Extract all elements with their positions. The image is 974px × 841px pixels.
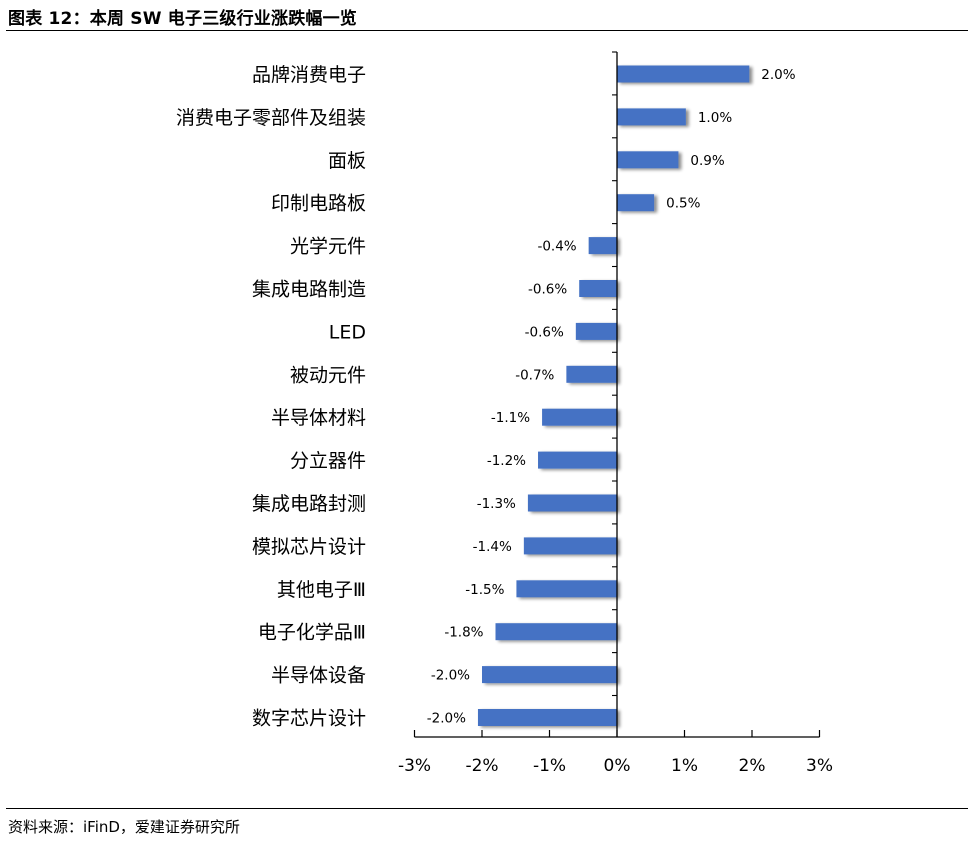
x-tick-label-6: 2% (739, 756, 766, 776)
bar-11 (527, 494, 617, 512)
value-label-15: -2.0% (431, 668, 470, 684)
value-label-13: -1.5% (465, 582, 504, 598)
bar-8 (566, 365, 617, 383)
bar-16 (477, 709, 617, 726)
value-label-10: -1.2% (487, 453, 526, 469)
category-label-11: 集成电路封测 (252, 493, 366, 515)
value-label-6: -0.6% (528, 282, 567, 298)
bar-4 (617, 194, 655, 212)
bar-5 (588, 237, 617, 255)
x-tick-label-4: 0% (604, 756, 631, 776)
bar-15 (482, 666, 617, 684)
chart-title: 图表 12：本周 SW 电子三级行业涨跌幅一览 (8, 9, 358, 29)
value-label-5: -0.4% (537, 239, 576, 255)
value-label-16: -2.0% (427, 711, 466, 727)
value-label-1: 2.0% (761, 67, 795, 83)
category-label-10: 分立器件 (290, 450, 366, 472)
axis-layer: -3% -2% -1% 0% 1% 2% 3% (398, 51, 833, 776)
category-label-6: 集成电路制造 (252, 279, 366, 301)
x-tick-label-3: -1% (533, 756, 566, 776)
bar-14 (495, 623, 617, 641)
category-label-9: 半导体材料 (271, 407, 366, 429)
value-label-12: -1.4% (473, 539, 512, 555)
bar-10 (538, 451, 617, 469)
bar-chart: 品牌消费电子 2.0% 消费电子零部件及组装 1.0% 面板 0.9% 印制电路板 0.5% 光… (176, 51, 833, 776)
bar-6 (579, 280, 617, 297)
bars-layer: 品牌消费电子 2.0% 消费电子零部件及组装 1.0% 面板 0.9% 印制电路板 0.5% 光… (176, 64, 796, 730)
x-tick-label-7: 3% (806, 756, 833, 776)
category-label-2: 消费电子零部件及组装 (176, 107, 366, 129)
x-tick-label-1: -3% (398, 756, 431, 776)
top-rule (6, 30, 968, 31)
value-label-3: 0.9% (690, 153, 724, 169)
bar-2 (617, 108, 686, 126)
category-label-15: 半导体设备 (271, 665, 366, 687)
value-label-4: 0.5% (666, 196, 700, 212)
value-label-9: -1.1% (491, 410, 530, 426)
value-label-2: 1.0% (698, 110, 732, 126)
category-label-4: 印制电路板 (271, 193, 366, 215)
x-tick-label-5: 1% (671, 756, 698, 776)
category-label-1: 品牌消费电子 (252, 64, 366, 86)
category-label-13: 其他电子Ⅲ (277, 579, 366, 601)
bar-13 (516, 580, 617, 598)
bar-12 (523, 537, 617, 555)
bar-9 (542, 408, 617, 426)
category-label-7: LED (329, 321, 366, 343)
category-label-16: 数字芯片设计 (252, 708, 366, 730)
bar-7 (575, 322, 617, 340)
bar-3 (617, 151, 679, 169)
bottom-rule (6, 808, 968, 809)
category-label-3: 面板 (328, 150, 366, 172)
x-tick-label-2: -2% (465, 756, 498, 776)
value-label-14: -1.8% (444, 625, 483, 641)
value-label-11: -1.3% (477, 496, 516, 512)
source-note: 资料来源：iFinD，爱建证券研究所 (8, 818, 240, 836)
category-label-14: 电子化学品Ⅲ (258, 622, 366, 644)
category-label-12: 模拟芯片设计 (252, 536, 366, 558)
category-label-5: 光学元件 (290, 236, 366, 258)
value-label-7: -0.6% (525, 324, 564, 340)
category-label-8: 被动元件 (290, 364, 366, 386)
value-label-8: -0.7% (515, 367, 554, 383)
bar-1 (617, 65, 750, 83)
